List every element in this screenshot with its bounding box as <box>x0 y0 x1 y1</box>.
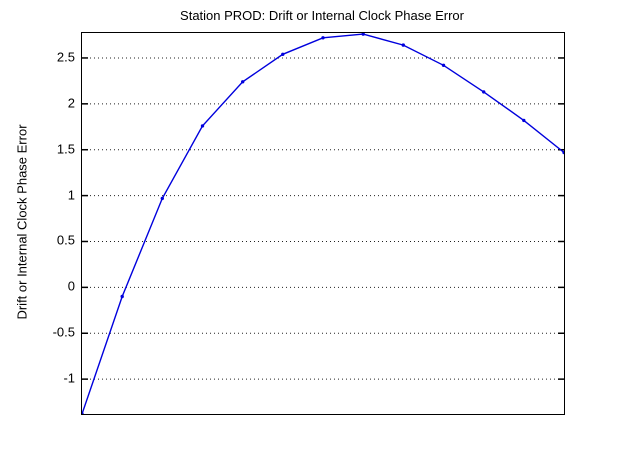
data-point-marker <box>522 118 526 123</box>
line-chart <box>82 33 564 414</box>
data-point-marker <box>361 33 365 36</box>
data-point-marker <box>441 63 446 67</box>
data-point-marker <box>82 412 84 414</box>
y-tick-label: -1 <box>63 370 75 386</box>
data-point-marker <box>120 294 124 299</box>
data-line <box>82 33 564 414</box>
y-tick-label: 2.5 <box>56 49 75 65</box>
y-tick-label: -0.5 <box>52 324 75 340</box>
data-point-marker <box>321 36 325 40</box>
data-point-marker <box>281 52 285 56</box>
y-tick-label: 2 <box>67 95 75 111</box>
data-point-marker <box>401 43 405 47</box>
y-tick-label: 1.5 <box>56 141 75 157</box>
y-tick-label: 1 <box>67 187 75 203</box>
y-tick-label: 0 <box>67 278 75 294</box>
y-axis-label: Drift or Internal Clock Phase Error <box>14 124 30 320</box>
data-point-marker <box>482 90 486 94</box>
data-point-marker <box>200 124 205 128</box>
data-point-marker <box>241 80 245 84</box>
data-point-marker <box>160 196 164 201</box>
chart-title: Station PROD: Drift or Internal Clock Ph… <box>180 8 464 23</box>
plot-area <box>81 32 565 415</box>
data-point-marker <box>562 150 564 155</box>
y-tick-label: 0.5 <box>56 232 75 248</box>
